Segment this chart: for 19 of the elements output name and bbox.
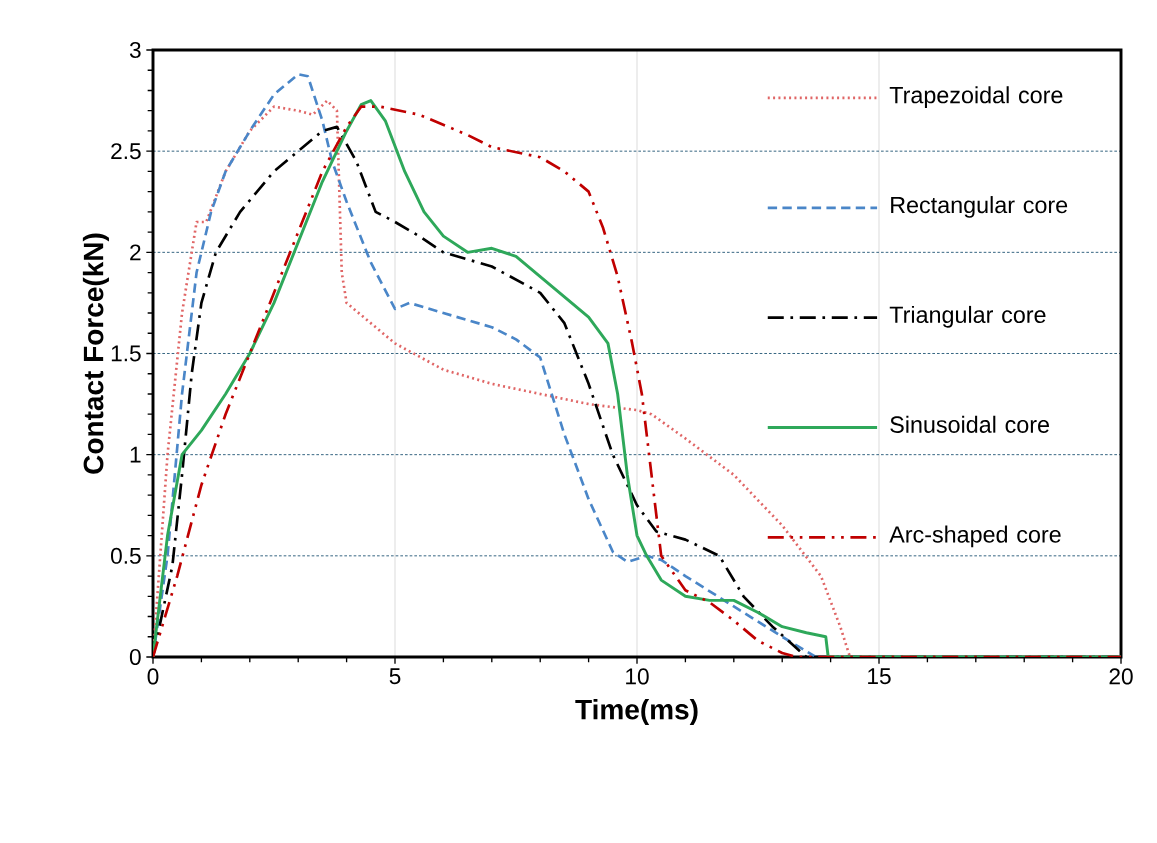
- legend-label: Sinusoidal core: [890, 415, 1049, 433]
- y-axis-title: Contact Force(kN): [82, 233, 109, 474]
- legend-label: Arc-shaped core: [889, 525, 1061, 548]
- x-tick-label: 0: [147, 668, 159, 685]
- x-axis-title: Time(ms): [575, 698, 698, 726]
- y-tick-label: 0.5: [110, 547, 141, 564]
- x-tick-label: 20: [1109, 668, 1133, 685]
- y-tick-label: 2.5: [111, 143, 141, 160]
- y-tick-label: 1.5: [111, 345, 141, 362]
- legend-label: Trapezoidal core: [889, 86, 1063, 108]
- y-tick-label: 0: [129, 648, 141, 666]
- x-tick-label: 15: [868, 668, 891, 685]
- x-tick-label: 10: [626, 668, 649, 685]
- y-tick-label: 1: [130, 446, 141, 463]
- y-tick-label: 3: [129, 41, 141, 59]
- legend-label: Rectangular core: [891, 196, 1068, 218]
- legend-label: Triangular core: [889, 305, 1046, 328]
- y-tick-label: 2: [130, 244, 141, 261]
- x-tick-label: 5: [389, 668, 401, 685]
